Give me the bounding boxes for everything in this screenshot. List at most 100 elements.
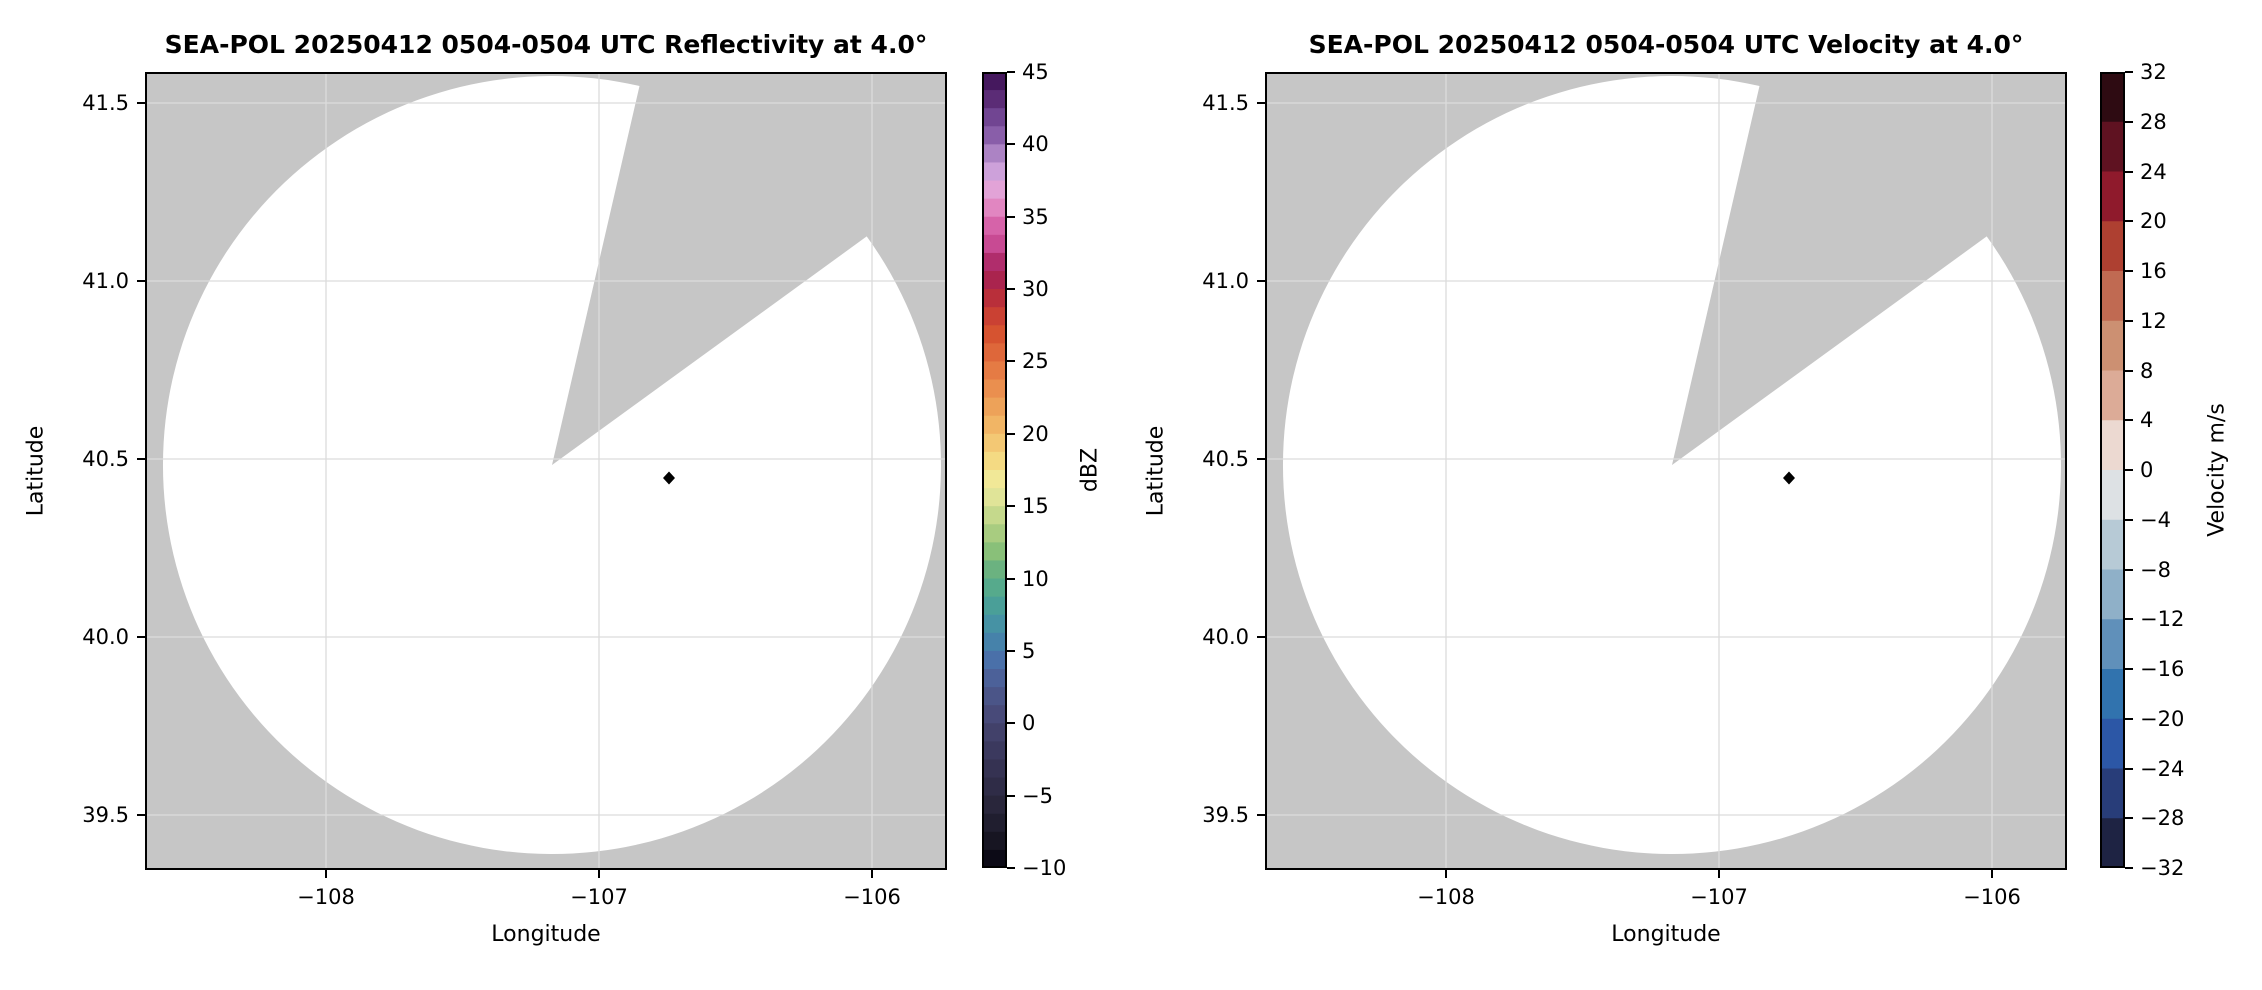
colorbar-band [982, 451, 1007, 471]
y-axis-label-left: Latitude [23, 425, 49, 517]
colorbar-tick-label: 45 [1022, 60, 1049, 84]
colorbar-band [982, 180, 1007, 200]
x-tick-label: −106 [843, 885, 901, 909]
colorbar-band [982, 289, 1007, 308]
colorbar-band [982, 741, 1007, 761]
colorbar-band [2100, 569, 2125, 620]
colorbar-tick-label: 28 [2140, 110, 2167, 134]
colorbar-band [982, 72, 1007, 91]
colorbar-velocity [2100, 72, 2125, 868]
colorbar-tick-label: −5 [1022, 784, 1053, 808]
colorbar-tick-mark [2125, 419, 2133, 421]
radar-scan-area [162, 76, 941, 855]
colorbar-tick-mark [1007, 216, 1015, 218]
colorbar-band [2100, 768, 2125, 819]
colorbar-band [982, 198, 1007, 218]
colorbar-tick-label: 35 [1022, 205, 1049, 229]
colorbar-tick-label: 30 [1022, 277, 1049, 301]
colorbar-band [982, 578, 1007, 598]
colorbar-tick-mark [2125, 171, 2133, 173]
colorbar-band [982, 271, 1007, 290]
y-tick-label: 41.0 [82, 269, 129, 293]
colorbar-tick-label: −8 [2140, 558, 2171, 582]
colorbar-band [982, 90, 1007, 109]
colorbar-band [982, 669, 1007, 688]
y-tick-label: 40.0 [1202, 625, 1249, 649]
y-tick-mark [1257, 458, 1265, 460]
y-tick-label: 41.0 [1202, 269, 1249, 293]
colorbar-tick-mark [2125, 320, 2133, 322]
colorbar-tick-label: 10 [1022, 567, 1049, 591]
colorbar-tick-mark [1007, 505, 1015, 507]
colorbar-tick-mark [2125, 270, 2133, 272]
colorbar-band [982, 397, 1007, 417]
colorbar-band [982, 795, 1007, 815]
colorbar-tick-label: −28 [2140, 806, 2185, 830]
colorbar-tick-mark [2125, 618, 2133, 620]
location-marker-diamond [663, 471, 675, 485]
colorbar-band [982, 234, 1007, 254]
colorbar-tick-label: 24 [2140, 160, 2167, 184]
colorbar-band [2100, 171, 2125, 222]
y-tick-label: 39.5 [82, 803, 129, 827]
colorbar-band [2100, 121, 2125, 173]
y-tick-label: 40.5 [1202, 447, 1249, 471]
colorbar-band [982, 108, 1007, 127]
colorbar-band [982, 813, 1007, 833]
y-tick-mark [1257, 814, 1265, 816]
colorbar-band [982, 831, 1007, 851]
colorbar-tick-mark [2125, 668, 2133, 670]
colorbar-tick-mark [1007, 143, 1015, 145]
colorbar-tick-mark [2125, 817, 2133, 819]
colorbar-tick-label: 15 [1022, 494, 1049, 518]
colorbar-band [2100, 420, 2125, 471]
y-tick-mark [137, 458, 145, 460]
colorbar-band [982, 614, 1007, 634]
colorbar-band [2100, 718, 2125, 770]
colorbar-dbz [982, 72, 1007, 868]
colorbar-band [982, 687, 1007, 706]
colorbar-band [982, 849, 1007, 868]
y-tick-label: 39.5 [1202, 803, 1249, 827]
colorbar-tick-label: −24 [2140, 757, 2185, 781]
colorbar-band [982, 705, 1007, 724]
colorbar-tick-mark [2125, 121, 2133, 123]
x-tick-label: −107 [570, 885, 628, 909]
colorbar-band [982, 216, 1007, 236]
colorbar-tick-label: 12 [2140, 309, 2167, 333]
x-axis-label-right: Longitude [1611, 922, 1721, 947]
colorbar-band [982, 524, 1007, 543]
colorbar-tick-label: −16 [2140, 657, 2185, 681]
panel-title-reflectivity: SEA-POL 20250412 0504-0504 UTC Reflectiv… [164, 30, 928, 59]
colorbar-tick-label: 32 [2140, 60, 2167, 84]
colorbar-tick-mark [2125, 867, 2133, 869]
colorbar-band [982, 777, 1007, 797]
y-tick-label: 41.5 [1202, 91, 1249, 115]
colorbar-tick-label: 20 [2140, 209, 2167, 233]
x-tick-mark [325, 870, 327, 878]
colorbar-tick-label: 0 [2140, 458, 2154, 482]
colorbar-tick-mark [2125, 370, 2133, 372]
x-tick-mark [1445, 870, 1447, 878]
colorbar-tick-label: −10 [1022, 856, 1067, 880]
y-tick-label: 40.0 [82, 625, 129, 649]
colorbar-tick-mark [1007, 867, 1015, 869]
y-tick-mark [137, 636, 145, 638]
colorbar-tick-mark [2125, 718, 2133, 720]
colorbar-tick-label: −4 [2140, 508, 2171, 532]
colorbar-tick-label: 8 [2140, 359, 2154, 383]
colorbar-tick-mark [1007, 433, 1015, 435]
colorbar-band [982, 542, 1007, 562]
colorbar-tick-label: 4 [2140, 408, 2154, 432]
colorbar-tick-mark [1007, 650, 1015, 652]
colorbar-label-dbz: dBZ [1077, 447, 1103, 493]
x-tick-mark [871, 870, 873, 878]
colorbar-band [2100, 470, 2125, 521]
x-tick-label: −106 [1963, 885, 2021, 909]
colorbar-tick-label: −32 [2140, 856, 2185, 880]
colorbar-band [982, 632, 1007, 652]
y-tick-mark [137, 814, 145, 816]
colorbar-band [982, 162, 1007, 182]
panel-title-velocity: SEA-POL 20250412 0504-0504 UTC Velocity … [1308, 30, 2024, 59]
